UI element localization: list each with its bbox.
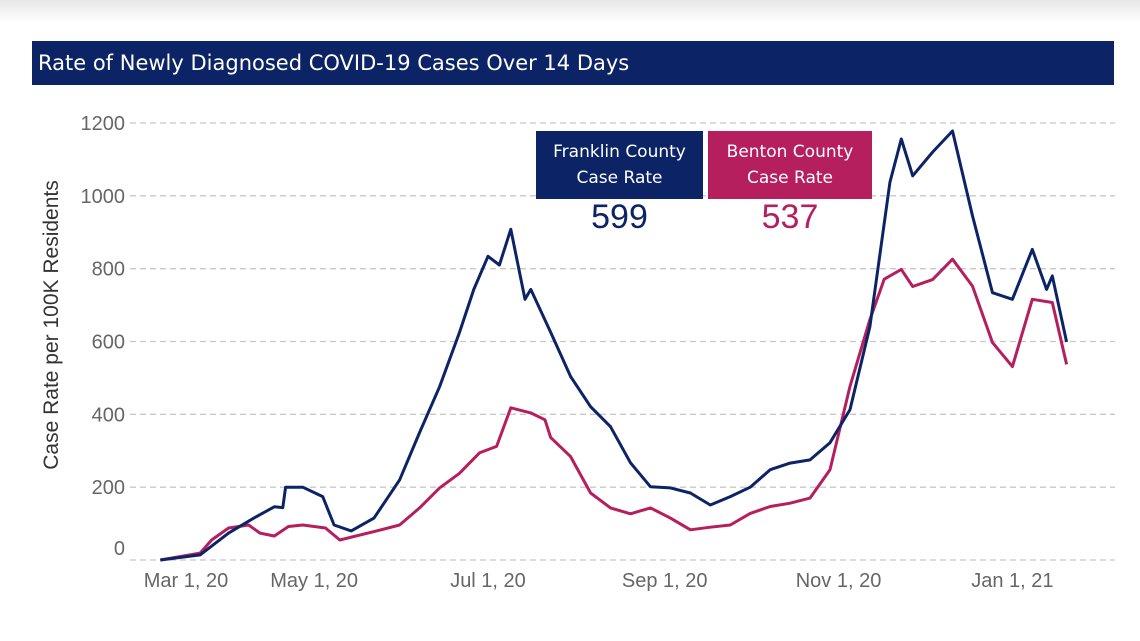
y-tick-label: 600 bbox=[92, 332, 125, 354]
y-tick-label: 800 bbox=[92, 259, 125, 281]
y-tick-label: 1000 bbox=[81, 186, 126, 208]
y-tick-label: 0 bbox=[114, 538, 125, 560]
benton-value: 537 bbox=[761, 198, 819, 236]
legend-franklin: Franklin County Case Rate bbox=[536, 131, 703, 199]
y-tick-label: 400 bbox=[92, 404, 125, 426]
x-tick-label: May 1, 20 bbox=[270, 570, 358, 592]
x-tick-label: Mar 1, 20 bbox=[144, 570, 228, 592]
top-bar bbox=[0, 0, 1140, 22]
x-tick-label: Jan 1, 21 bbox=[971, 570, 1053, 592]
legend-benton-line1: Benton County bbox=[726, 142, 854, 162]
x-tick-label: Jul 1, 20 bbox=[450, 570, 526, 592]
y-tick-label: 200 bbox=[92, 477, 125, 499]
legend-franklin-line1: Franklin County bbox=[553, 142, 686, 162]
chart-title: Rate of Newly Diagnosed COVID-19 Cases O… bbox=[32, 41, 1114, 85]
franklin-value: 599 bbox=[591, 198, 648, 236]
legend-franklin-line2: Case Rate bbox=[576, 168, 663, 188]
y-tick-label: 1200 bbox=[81, 113, 126, 135]
legend-benton: Benton County Case Rate bbox=[708, 131, 872, 199]
benton-series-line bbox=[160, 257, 1069, 562]
franklin-series-line bbox=[160, 129, 1069, 562]
x-tick-label: Nov 1, 20 bbox=[796, 570, 882, 592]
legend-benton-line2: Case Rate bbox=[747, 168, 833, 188]
x-tick-label: Sep 1, 20 bbox=[622, 570, 708, 592]
